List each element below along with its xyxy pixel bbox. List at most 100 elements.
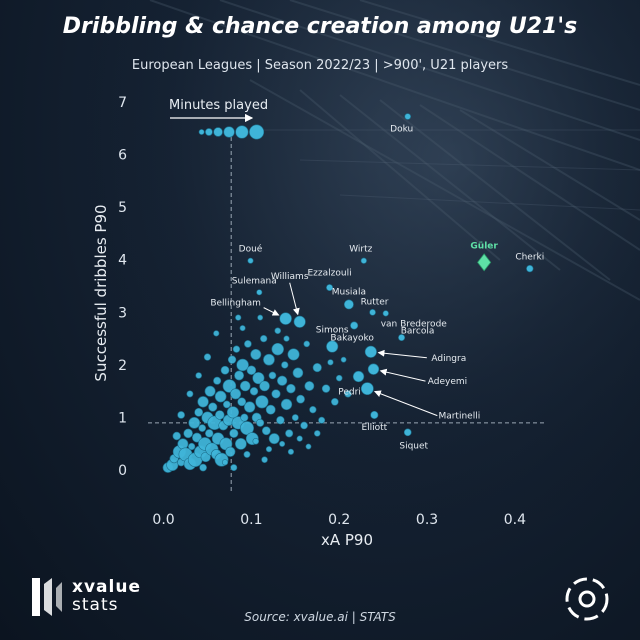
brand-line1: xvalue xyxy=(72,577,141,597)
labeled-point xyxy=(398,334,406,342)
y-tick-label: 7 xyxy=(118,95,127,111)
player-label: Wirtz xyxy=(349,245,372,255)
y-tick-label: 2 xyxy=(118,358,127,374)
data-point xyxy=(276,416,285,425)
label-arrow xyxy=(373,390,438,417)
player-label: Martinelli xyxy=(438,412,480,422)
legend-size-circle xyxy=(205,128,213,136)
player-label: Siquet xyxy=(399,441,428,451)
data-point xyxy=(250,348,262,360)
player-label: Sulemana xyxy=(232,276,277,286)
data-point xyxy=(194,407,204,417)
y-tick-label: 3 xyxy=(118,305,127,321)
data-point xyxy=(234,370,245,381)
chart-title: Dribbling & chance creation among U21's xyxy=(62,14,578,39)
label-arrow xyxy=(377,349,427,359)
data-point xyxy=(188,416,201,429)
x-tick-label: 0.2 xyxy=(328,512,350,528)
legend-size-circle xyxy=(223,126,235,138)
data-point xyxy=(222,400,231,409)
labeled-point xyxy=(247,257,254,264)
data-point xyxy=(265,446,273,453)
data-point xyxy=(318,416,326,424)
x-tick-label: 0.3 xyxy=(416,512,438,528)
x-tick-label: 0.4 xyxy=(504,512,526,528)
data-point xyxy=(172,431,181,441)
data-point xyxy=(265,404,276,415)
data-point xyxy=(198,424,207,432)
axis-ticks: 0.0 0.1 0.2 0.3 0.4 0 1 2 3 4 5 6 7 xyxy=(118,95,526,528)
highlight-point xyxy=(477,253,492,272)
labeled-point xyxy=(369,309,376,316)
source-credit: Source: xvalue.ai | STATS xyxy=(244,610,396,624)
labeled-point xyxy=(343,299,354,310)
data-point xyxy=(227,355,237,364)
data-point xyxy=(230,388,242,400)
data-point xyxy=(309,406,317,414)
xvalue-logo-icon xyxy=(32,578,62,616)
labeled-point xyxy=(360,382,374,396)
data-point xyxy=(197,396,209,408)
data-point xyxy=(244,340,252,348)
data-point xyxy=(177,438,189,450)
data-point xyxy=(291,414,299,422)
legend-size-circle xyxy=(213,127,223,137)
data-point xyxy=(252,372,265,385)
x-axis-label: xA P90 xyxy=(321,531,373,549)
y-axis-label: Successful dribbles P90 xyxy=(92,204,110,381)
y-tick-label: 6 xyxy=(118,147,127,163)
y-tick-label: 0 xyxy=(118,463,127,479)
labeled-point xyxy=(326,284,334,292)
legend-size-circle xyxy=(249,124,265,140)
data-point xyxy=(263,353,275,366)
brand-name: xvalue stats xyxy=(72,578,141,614)
data-point xyxy=(313,430,321,437)
player-label: Güler xyxy=(470,241,498,251)
data-point xyxy=(186,390,194,398)
legend-size-circle xyxy=(235,125,249,139)
player-label: Simons xyxy=(316,326,349,336)
labeled-point xyxy=(367,363,380,375)
data-point xyxy=(287,448,294,455)
brand-line2: stats xyxy=(72,595,119,615)
data-point xyxy=(296,435,303,442)
labeled-point xyxy=(360,257,367,264)
data-point xyxy=(271,342,284,356)
data-point xyxy=(203,353,212,361)
player-label: Cherki xyxy=(515,253,544,263)
player-label: Williams xyxy=(271,272,309,282)
labeled-point xyxy=(326,340,339,353)
player-label: Ezzalzouli xyxy=(308,269,352,279)
labeled-point xyxy=(364,345,377,358)
data-point xyxy=(239,380,251,392)
data-point xyxy=(226,406,239,419)
labeled-point xyxy=(350,321,359,330)
data-point xyxy=(280,398,293,411)
data-point xyxy=(215,410,225,420)
data-point xyxy=(292,367,304,379)
player-label: Musiala xyxy=(332,287,366,297)
data-point xyxy=(274,327,282,335)
data-point xyxy=(214,390,227,403)
data-point xyxy=(192,432,202,443)
data-point xyxy=(177,411,185,419)
data-point xyxy=(220,365,230,375)
data-point xyxy=(304,381,315,391)
data-point xyxy=(261,456,268,463)
data-point xyxy=(261,426,271,436)
data-point xyxy=(195,372,202,379)
size-legend: Minutes played xyxy=(169,98,268,140)
labeled-point xyxy=(293,315,306,328)
labeled-point xyxy=(352,370,365,383)
data-point xyxy=(268,433,280,445)
data-points xyxy=(162,314,352,473)
player-label: Elliott xyxy=(361,423,387,433)
data-point xyxy=(239,325,246,332)
player-label: Bakayoko xyxy=(330,333,374,343)
data-point xyxy=(259,380,270,392)
x-tick-label: 0.1 xyxy=(240,512,262,528)
player-label: Bellingham xyxy=(210,299,261,309)
